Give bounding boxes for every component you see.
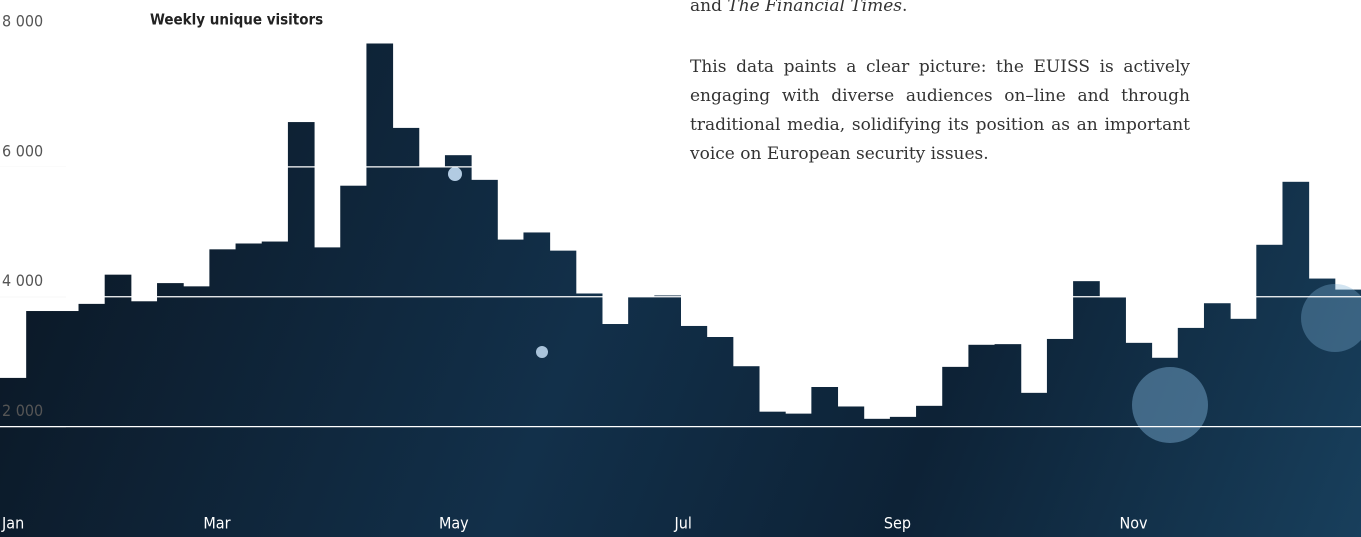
bar: [1099, 297, 1126, 537]
bar: [262, 242, 289, 537]
bar: [26, 311, 53, 537]
chart-title: Weekly unique visitors: [150, 11, 323, 29]
publication: The Financial Times: [727, 0, 902, 16]
x-tick-label: Jan: [1, 514, 24, 533]
bar: [550, 251, 577, 537]
bar: [1021, 393, 1048, 537]
bar: [811, 387, 838, 537]
bar: [995, 344, 1022, 537]
y-tick-label: 2 000: [2, 401, 43, 420]
bar: [209, 249, 236, 537]
bar: [79, 304, 106, 537]
bar: [785, 414, 812, 537]
bar: [1047, 339, 1074, 537]
bar: [105, 275, 132, 537]
bar: [1256, 245, 1283, 537]
x-tick-label: Mar: [203, 514, 230, 533]
bar: [52, 311, 79, 537]
light-spot: [536, 346, 548, 358]
bar: [314, 247, 341, 537]
y-tick-label: 8 000: [2, 12, 43, 31]
bar: [419, 167, 446, 537]
bar: [1073, 281, 1100, 537]
bokeh: [1132, 367, 1208, 443]
bar: [1125, 343, 1152, 537]
paragraph: This data paints a clear picture: the EU…: [690, 53, 1190, 169]
x-tick-label: Nov: [1119, 514, 1148, 533]
bar: [707, 337, 734, 537]
text: and: [690, 0, 727, 16]
bar: [576, 293, 603, 537]
bar: [733, 366, 760, 537]
bar: [288, 122, 315, 537]
bar: [1230, 319, 1257, 537]
bar: [681, 326, 708, 537]
bar: [366, 43, 393, 537]
bar: [497, 240, 524, 537]
bar: [157, 283, 184, 537]
bar: [445, 155, 472, 537]
y-tick-label: 6 000: [2, 141, 43, 160]
bar: [393, 128, 420, 537]
bar: [236, 243, 263, 537]
bar: [916, 406, 943, 537]
bar: [942, 367, 969, 537]
bar: [759, 412, 786, 537]
bar: [968, 345, 995, 537]
x-tick-label: Jul: [674, 514, 692, 533]
bar: [628, 297, 655, 537]
bar: [131, 301, 158, 537]
bar: [654, 295, 681, 537]
text: .: [902, 0, 907, 16]
bar: [471, 180, 498, 537]
intro-text: and The Financial Times.: [690, 0, 1190, 21]
y-tick-label: 4 000: [2, 271, 43, 290]
bar: [523, 232, 550, 537]
bar: [1204, 303, 1231, 537]
x-tick-label: Sep: [884, 514, 911, 533]
page: Weekly unique visitors Jan Mar May Jul Sep No…: [0, 0, 1361, 537]
bar: [183, 286, 210, 537]
light-spot: [448, 167, 462, 181]
x-tick-label: May: [439, 514, 469, 533]
bar: [340, 186, 367, 537]
bar: [602, 324, 629, 537]
bar: [1282, 182, 1309, 537]
